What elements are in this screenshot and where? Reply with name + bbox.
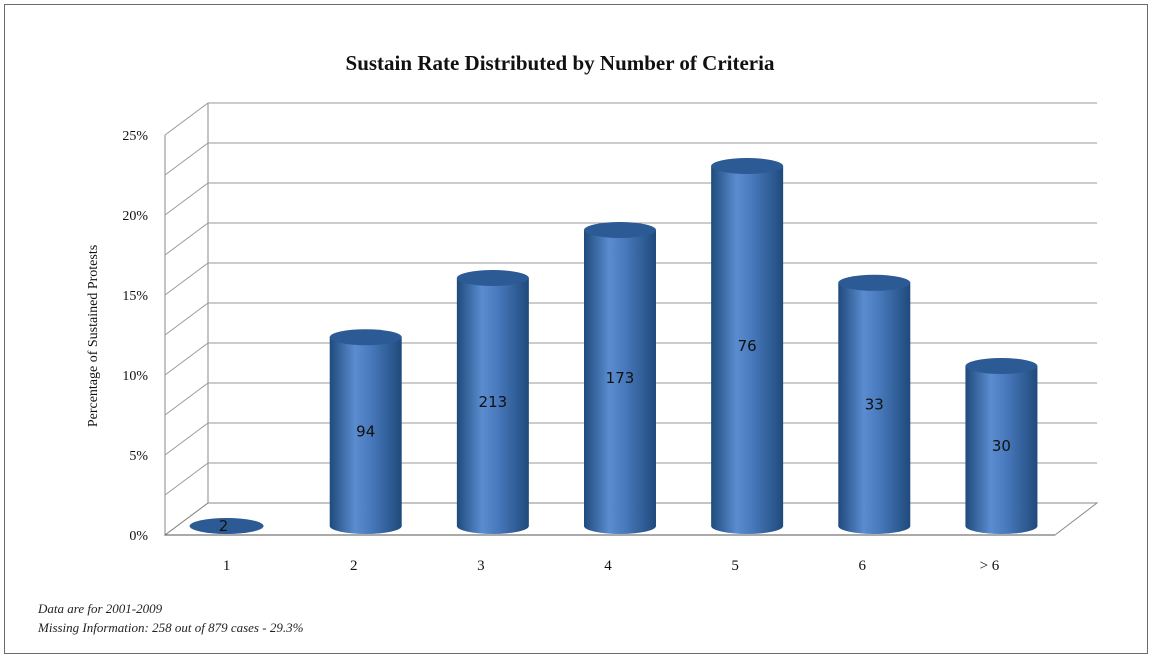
gridline-side [164, 262, 209, 296]
y-tick-labels: 0% 5% 10% 15% 20% 25% [122, 129, 148, 544]
data-label: 213 [479, 393, 508, 411]
bar: 94 [329, 329, 402, 534]
gridline-side [164, 142, 209, 176]
gridline-side [164, 342, 209, 376]
data-label: 2 [219, 517, 229, 535]
chart-title: Sustain Rate Distributed by Number of Cr… [346, 51, 775, 75]
data-label: 33 [865, 395, 884, 413]
x-tick-label: 5 [731, 558, 739, 574]
bar: 33 [838, 274, 911, 534]
bar-top [965, 358, 1038, 374]
gridline-side [164, 422, 209, 456]
x-tick-label: > 6 [980, 558, 1000, 574]
bar-top [329, 329, 402, 346]
bar-top [189, 518, 264, 534]
bar-top [456, 270, 529, 286]
gridline-side [164, 182, 209, 216]
y-tick-label: 15% [122, 289, 148, 304]
bar: 173 [584, 222, 656, 534]
bars: 2 94 213 173 76 33 30 [189, 158, 1038, 535]
x-tick-label: 1 [223, 558, 231, 574]
y-tick-label: 25% [122, 129, 148, 144]
data-years-note: Data are for 2001-2009 [38, 601, 163, 616]
bar-body [329, 337, 402, 534]
x-tick-label: 6 [859, 558, 867, 574]
data-label: 173 [606, 369, 635, 387]
y-axis-label: Percentage of Sustained Protests [86, 245, 101, 427]
x-tick-label: 4 [604, 558, 612, 574]
bar-body [838, 282, 911, 534]
data-label: 94 [356, 423, 375, 441]
gridline-side [164, 382, 209, 416]
gridline-side [164, 222, 209, 256]
bar-body [584, 230, 656, 534]
y-tick-label: 10% [122, 369, 148, 384]
y-tick-label: 20% [122, 209, 148, 224]
bar-body [965, 366, 1038, 534]
gridline-side [164, 302, 209, 336]
y-tick-label: 0% [129, 529, 148, 544]
data-label: 76 [738, 337, 757, 355]
data-label: 30 [992, 437, 1011, 455]
gridline-side [164, 102, 209, 136]
bar-top [584, 222, 656, 238]
bar: 76 [711, 158, 784, 534]
bar: 2 [189, 517, 264, 535]
x-tick-label: 2 [350, 558, 358, 574]
bar-top [838, 274, 911, 291]
bar-body [711, 166, 784, 534]
bar: 30 [965, 358, 1038, 534]
x-tick-labels: 1 2 3 4 5 6 > 6 [223, 558, 1000, 574]
bar-top [711, 158, 784, 174]
bar: 213 [456, 270, 529, 534]
missing-info-note: Missing Information: 258 out of 879 case… [38, 620, 304, 635]
y-tick-label: 5% [129, 449, 148, 464]
x-tick-label: 3 [477, 558, 485, 574]
gridline-side [164, 462, 209, 496]
bar-body [456, 278, 529, 534]
